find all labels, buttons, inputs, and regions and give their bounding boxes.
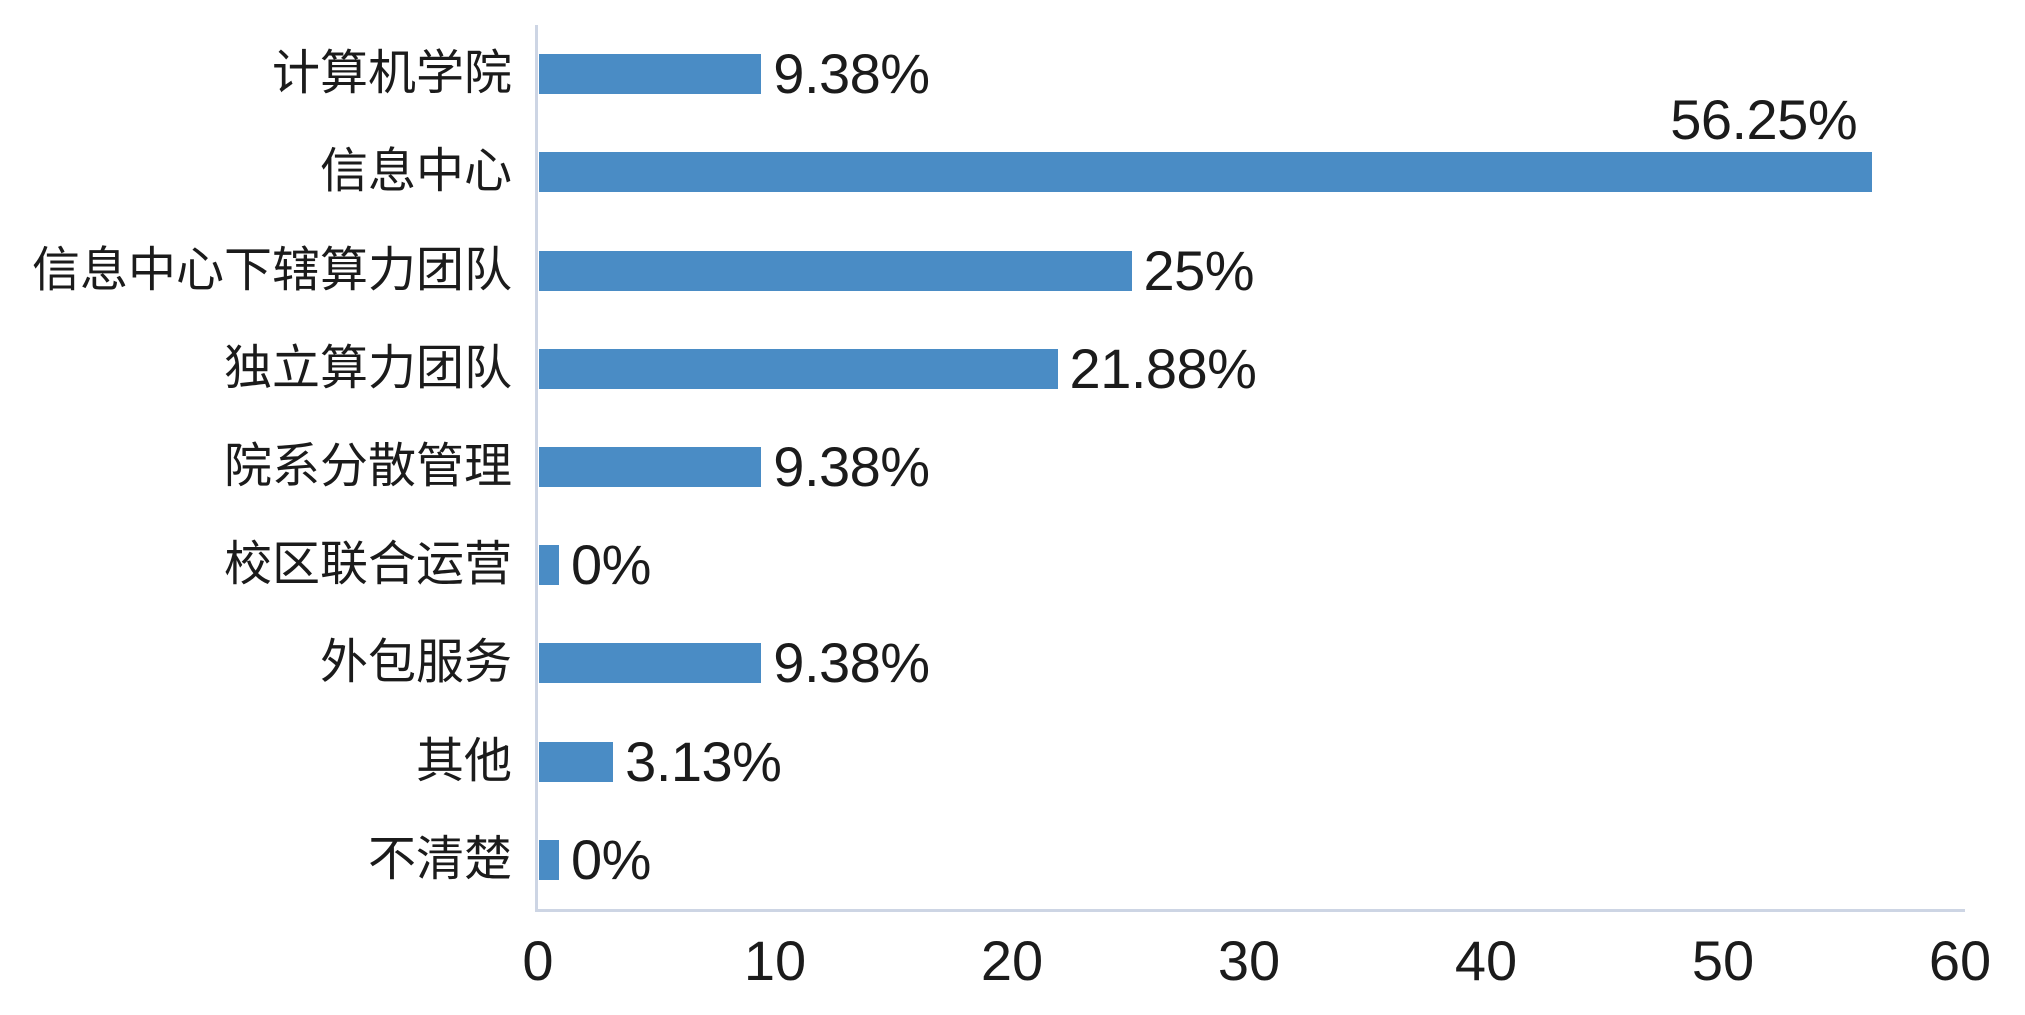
x-axis-line [535, 909, 1965, 912]
x-tick-label: 20 [980, 929, 1044, 992]
category-label: 独立算力团队 [223, 341, 512, 395]
value-label: 25% [1143, 238, 1255, 302]
category-label: 计算机学院 [271, 47, 512, 101]
bar [539, 839, 559, 880]
bar [539, 54, 762, 95]
bar [539, 152, 1873, 193]
x-tick-label: 60 [1928, 929, 1992, 992]
value-label: 0% [571, 533, 651, 597]
bar [539, 643, 762, 684]
category-label: 其他 [415, 734, 512, 788]
bar [539, 348, 1058, 389]
category-label: 信息中心 [319, 145, 512, 199]
value-label: 3.13% [625, 729, 782, 793]
x-tick-label: 0 [522, 929, 554, 992]
x-tick-label: 10 [743, 929, 807, 992]
value-label: 9.38% [773, 631, 930, 695]
value-label: 9.38% [773, 42, 930, 106]
value-label: 0% [571, 827, 651, 891]
category-label: 院系分散管理 [223, 440, 512, 493]
bar [539, 250, 1132, 291]
category-label: 不清楚 [367, 832, 512, 886]
category-label: 外包服务 [319, 636, 512, 690]
value-label: 9.38% [773, 435, 930, 498]
x-tick-label: 40 [1454, 929, 1518, 992]
x-tick-label: 30 [1217, 929, 1281, 992]
category-label: 校区联合运营 [223, 538, 512, 592]
bar [539, 545, 559, 586]
x-tick-label: 50 [1691, 929, 1755, 992]
value-label: 21.88% [1069, 336, 1257, 400]
value-label: 56.25% [1670, 88, 1858, 152]
category-label: 信息中心下辖算力团队 [31, 243, 512, 297]
bar [539, 741, 614, 782]
bar [539, 447, 762, 487]
y-axis-line [535, 25, 538, 911]
